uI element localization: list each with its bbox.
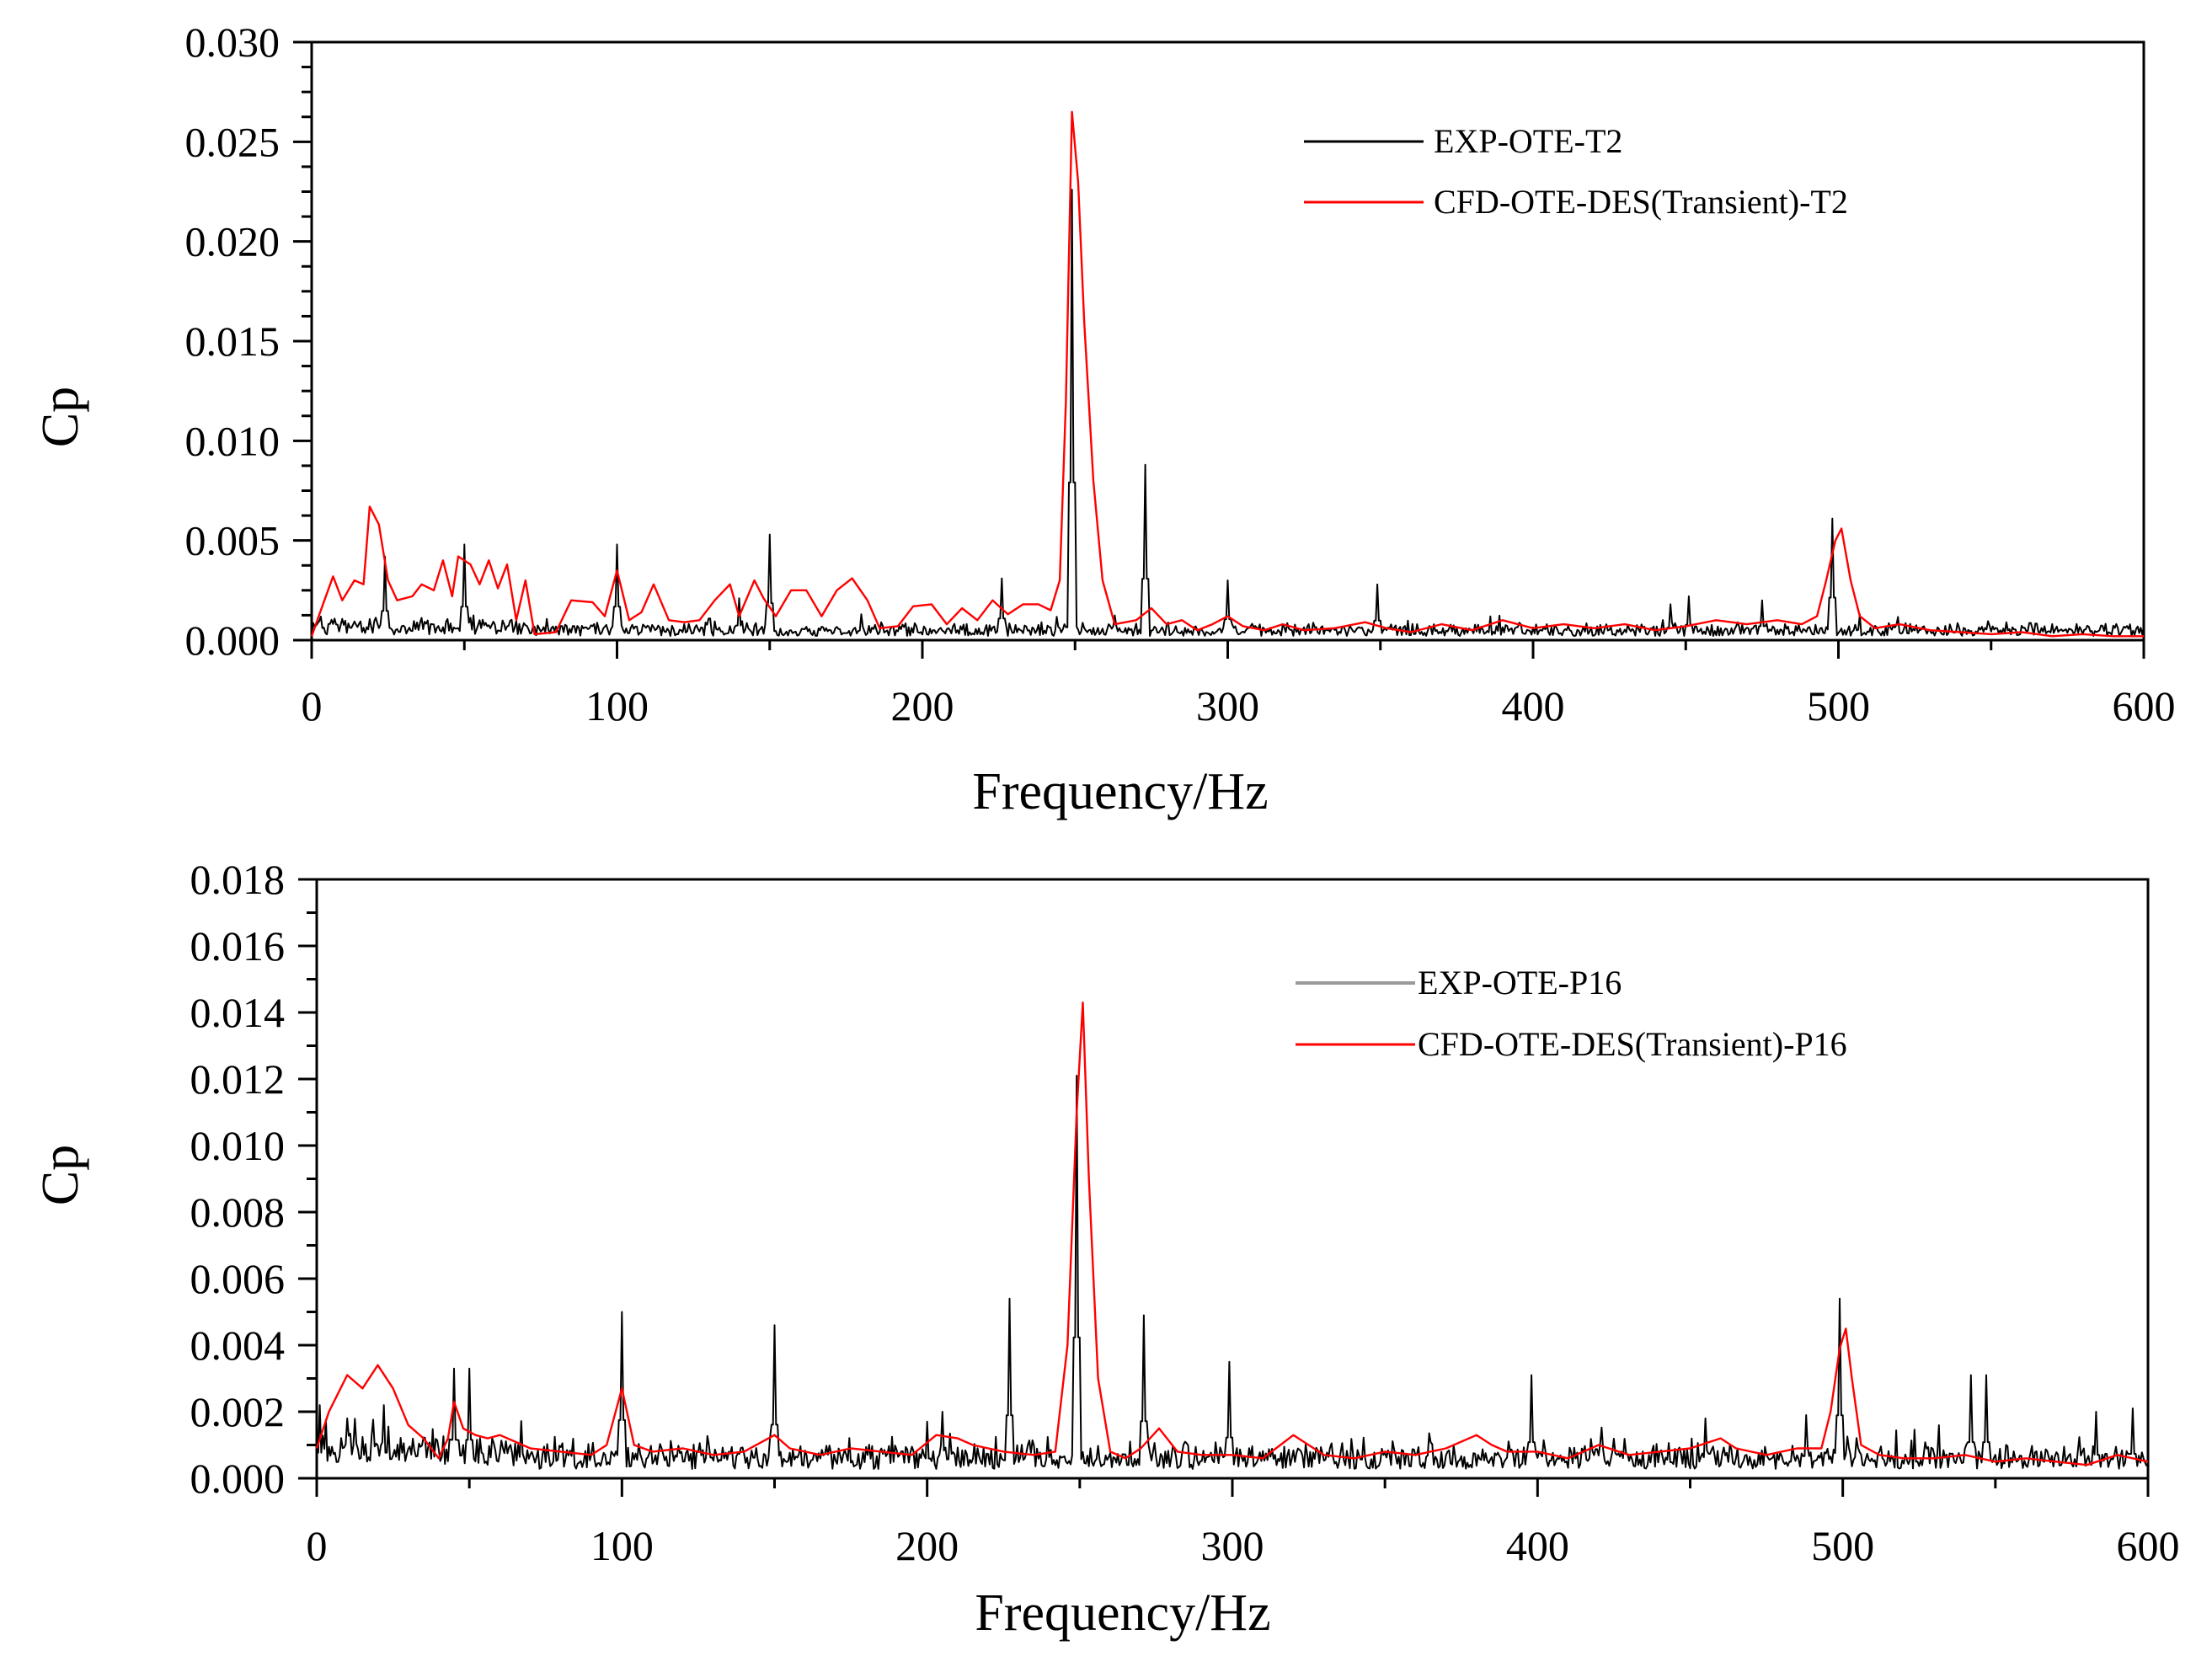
x-tick-label: 100: [585, 682, 649, 729]
x-tick-label: 200: [895, 1522, 959, 1569]
x-tick-label: 400: [1506, 1522, 1569, 1569]
y-tick-label: 0.020: [185, 218, 281, 265]
y-tick-label: 0.030: [185, 19, 281, 66]
y-tick-label: 0.025: [185, 118, 281, 165]
y-axis-label-top: Cp: [32, 387, 89, 447]
y-ticks-top: 0.000 0.005 0.010 0.015 0.020 0.025 0.030: [185, 19, 312, 664]
y-tick-label: 0.004: [190, 1322, 286, 1369]
y-ticks-bottom: 0.000 0.002 0.004 0.006 0.008 0.010 0.012 0.014…: [190, 856, 317, 1502]
y-tick-label: 0.014: [190, 989, 286, 1036]
x-tick-label: 600: [2117, 1522, 2180, 1569]
y-tick-label: 0.010: [190, 1122, 286, 1169]
x-tick-label: 600: [2113, 682, 2176, 729]
x-ticks-bottom: 0 100 200 300 400 500 600: [307, 1478, 2180, 1569]
series-line-top-1: [310, 110, 2144, 638]
x-tick-label: 300: [1201, 1522, 1264, 1569]
plot-frame-bottom: [315, 878, 2150, 1480]
x-tick-label: 0: [302, 682, 323, 729]
x-tick-label: 200: [891, 682, 954, 729]
y-tick-label: 0.018: [190, 856, 286, 903]
series-line-top-0: [311, 189, 2145, 637]
chart-bottom: 0.000 0.002 0.004 0.006 0.008 0.010 0.012 0.014…: [32, 856, 2180, 1642]
y-tick-label: 0.000: [190, 1455, 286, 1502]
x-axis-label-top: Frequency/Hz: [972, 763, 1268, 820]
x-tick-label: 100: [590, 1522, 654, 1569]
y-tick-label: 0.016: [190, 922, 286, 970]
legend-label-bottom-0: EXP-OTE-P16: [1418, 964, 1622, 1002]
y-tick-label: 0.015: [185, 318, 281, 365]
legend-top: EXP-OTE-T2 CFD-OTE-DES(Transient)-T2: [1304, 122, 1848, 221]
series-line-bottom-0: [317, 1075, 2149, 1470]
legend-bottom: EXP-OTE-P16 CFD-OTE-DES(Transient)-P16: [1296, 964, 1847, 1063]
legend-label-top-0: EXP-OTE-T2: [1434, 122, 1622, 160]
y-tick-label: 0.000: [185, 617, 281, 664]
x-tick-label: 400: [1502, 682, 1565, 729]
y-tick-label: 0.005: [185, 517, 281, 564]
series-group-top: [310, 110, 2145, 638]
series-group-bottom: [315, 1002, 2149, 1470]
plot-frame-top: [310, 40, 2145, 642]
y-tick-label: 0.012: [190, 1055, 286, 1103]
chart-top: 0.000 0.005 0.010 0.015 0.020 0.025 0.030 0 100…: [32, 19, 2176, 820]
series-line-bottom-1: [315, 1002, 2149, 1466]
x-ticks-top: 0 100 200 300 400 500 600: [302, 640, 2176, 729]
y-tick-label: 0.006: [190, 1255, 286, 1302]
x-axis-label-bottom: Frequency/Hz: [975, 1584, 1270, 1642]
y-tick-label: 0.002: [190, 1388, 286, 1435]
x-tick-label: 300: [1196, 682, 1259, 729]
y-tick-label: 0.010: [185, 417, 281, 464]
legend-label-bottom-1: CFD-OTE-DES(Transient)-P16: [1418, 1025, 1847, 1063]
y-tick-label: 0.008: [190, 1189, 286, 1236]
x-tick-label: 500: [1811, 1522, 1874, 1569]
x-tick-label: 0: [307, 1522, 328, 1569]
x-tick-label: 500: [1807, 682, 1870, 729]
legend-label-top-1: CFD-OTE-DES(Transient)-T2: [1434, 183, 1848, 221]
y-axis-label-bottom: Cp: [32, 1145, 89, 1205]
